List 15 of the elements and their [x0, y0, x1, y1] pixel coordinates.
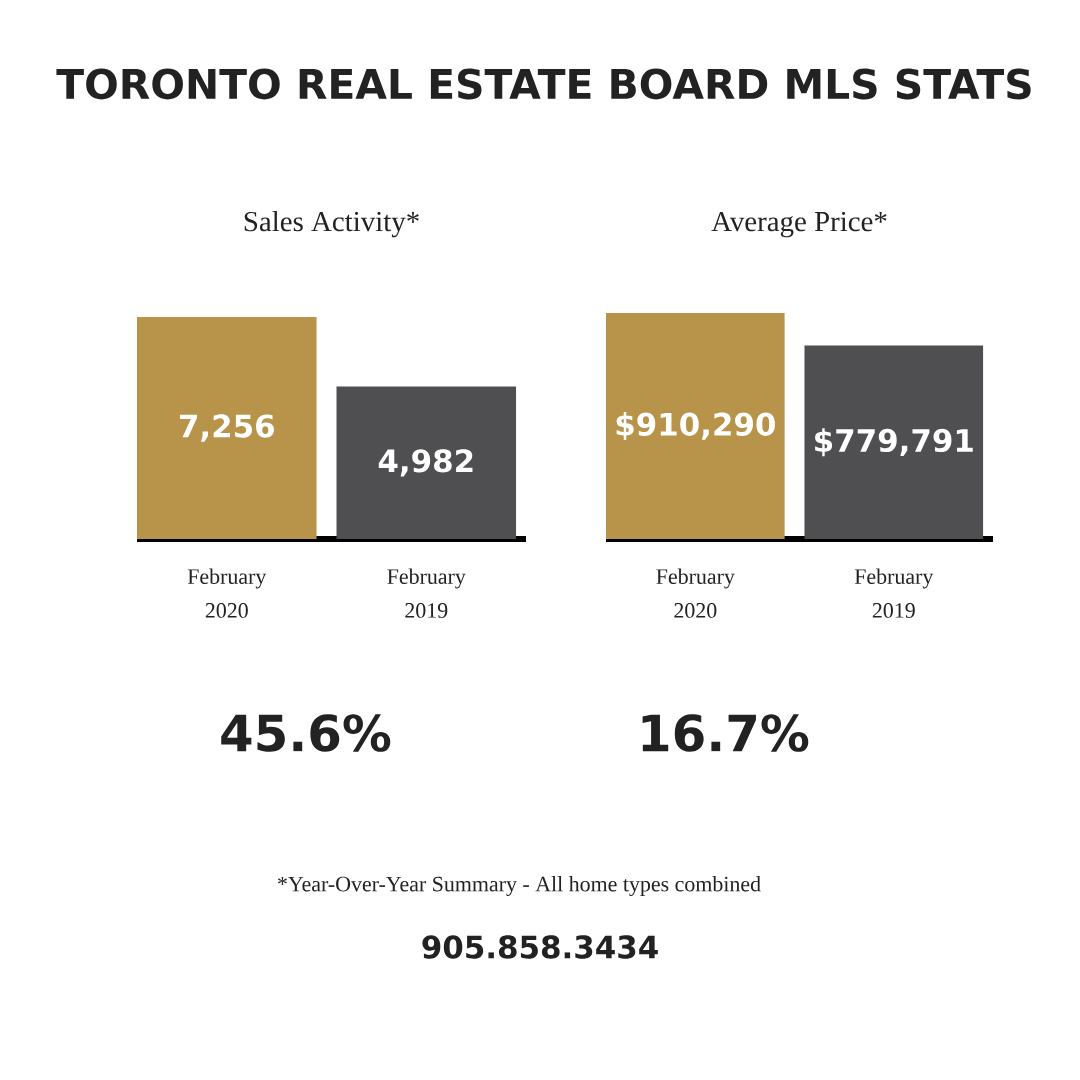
text: 16.7%	[642, 714, 809, 752]
x-tick-label: February 2019	[854, 568, 934, 618]
x-tick-label: February 2020	[187, 568, 267, 618]
chart-title: Sales Activity*	[244, 210, 419, 238]
data-label: $779,791	[815, 428, 973, 457]
text: 45.6%	[221, 714, 391, 752]
text: TORONTO REAL ESTATE BOARD MLS STATS	[56, 68, 1031, 100]
x-tick-label: February 2020	[656, 568, 735, 618]
x-tick-label: February 2019	[387, 568, 466, 618]
text: *Year-Over-Year Summary - All home types combined	[278, 876, 761, 896]
chart-title: Average Price*	[711, 211, 887, 238]
data-label: 4,982	[378, 449, 473, 477]
data-label: 7,256	[179, 414, 274, 442]
data-label: $910,290	[616, 412, 775, 441]
text: 905.858.3434	[422, 935, 658, 959]
